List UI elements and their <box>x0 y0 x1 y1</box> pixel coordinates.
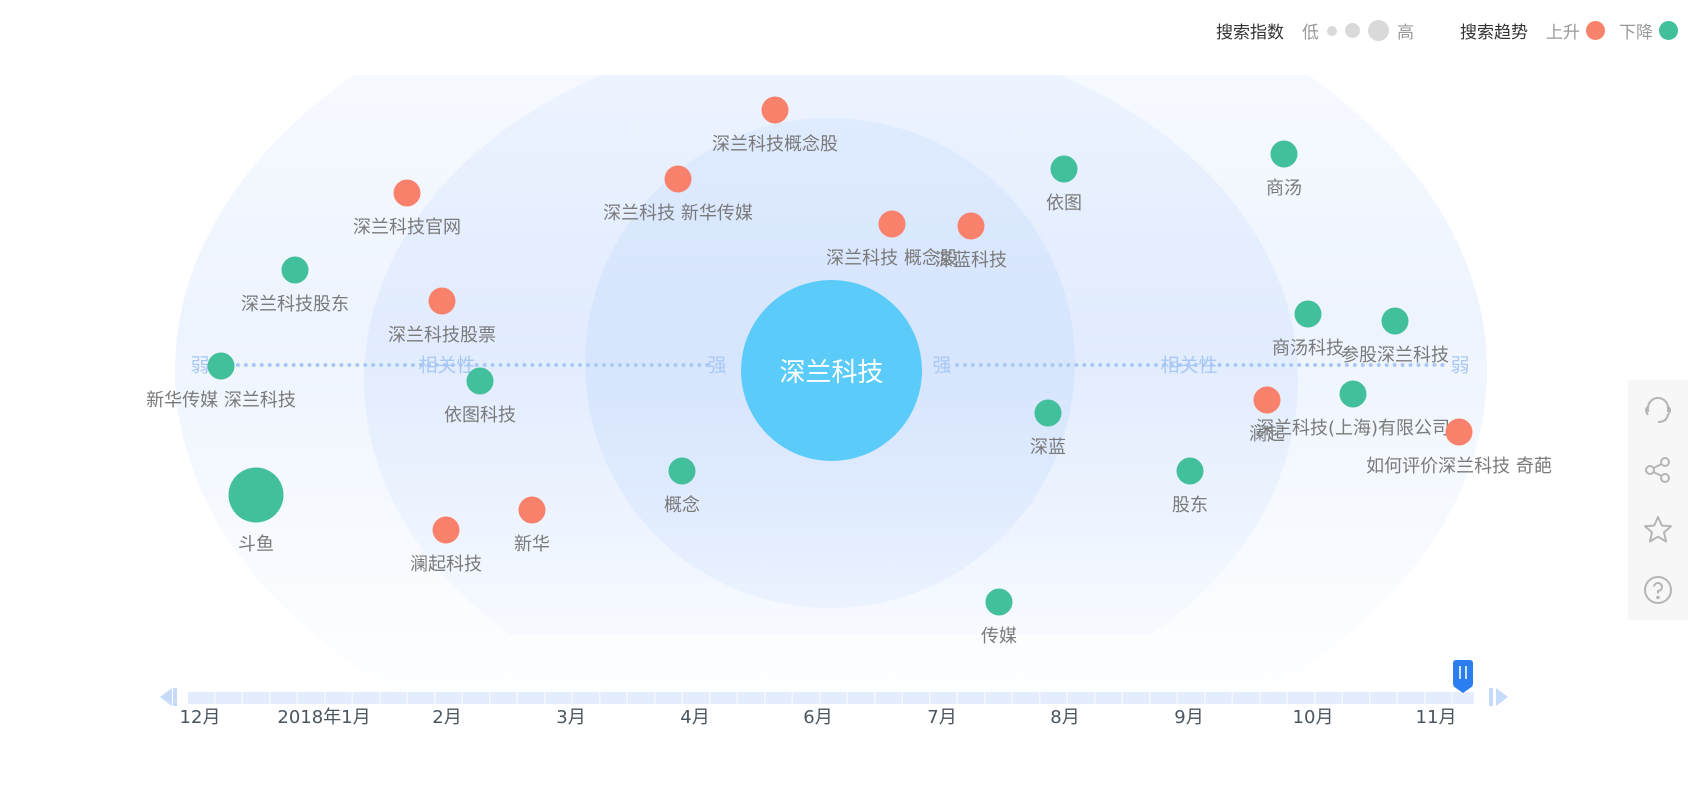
node-label: 深兰科技 新华传媒 <box>603 203 753 224</box>
axis-strong-left: 强 <box>707 354 727 377</box>
node-label: 深兰科技概念股 <box>712 134 838 155</box>
node-keyword[interactable] <box>1270 140 1298 168</box>
timeline-pause-handle[interactable] <box>1453 660 1473 693</box>
high-label: 高 <box>1397 23 1414 43</box>
timeline-label[interactable]: 8月 <box>1050 707 1080 728</box>
node-label: 深兰科技股票 <box>388 325 496 346</box>
node-label: 概念 <box>664 495 700 516</box>
node-keyword[interactable] <box>1294 300 1322 328</box>
node-label: 新华 <box>514 534 550 555</box>
relevance-chart: 弱 相关性 强 强 相关性 弱 深兰科技 深兰科技概念股 深兰科技官网 深兰科技… <box>146 75 1552 700</box>
node-label: 深兰科技(上海)有限公司 <box>1255 418 1451 439</box>
node-keyword[interactable] <box>1034 399 1062 427</box>
node-keyword[interactable] <box>1253 386 1281 414</box>
relevance-axis-left <box>220 363 710 367</box>
timeline-track[interactable] <box>188 692 1474 704</box>
node-label: 新华传媒 深兰科技 <box>146 390 296 411</box>
timeline-label[interactable]: 4月 <box>680 707 710 728</box>
node-label: 传媒 <box>981 626 1017 647</box>
axis-relevance-right: 相关性 <box>1160 354 1218 377</box>
customer-service-button[interactable] <box>1641 393 1675 427</box>
node-label: 深兰科技官网 <box>353 217 461 238</box>
axis-weak-left: 弱 <box>190 354 210 377</box>
node-label: 澜起 <box>1249 424 1285 445</box>
node-keyword[interactable] <box>1176 457 1204 485</box>
axis-relevance-left: 相关性 <box>418 354 476 377</box>
timeline-slider[interactable]: 12月 2018年1月 2月 3月 4月 6月 7月 8月 9月 10月 11月 <box>158 660 1508 728</box>
node-label: 商汤科技 <box>1272 338 1344 359</box>
timeline-label[interactable]: 9月 <box>1174 707 1204 728</box>
search-trend-title: 搜索趋势 <box>1460 23 1528 43</box>
node-label: 依图科技 <box>444 405 516 426</box>
node-keyword[interactable] <box>518 496 546 524</box>
timeline-label[interactable]: 2月 <box>432 707 462 728</box>
rise-label: 上升 <box>1546 23 1580 43</box>
fall-dot-icon <box>1659 21 1678 40</box>
node-keyword[interactable] <box>1445 418 1473 446</box>
timeline-label[interactable]: 2018年1月 <box>277 707 371 728</box>
node-keyword[interactable] <box>432 516 460 544</box>
node-label: 如何评价深兰科技 奇葩 <box>1366 456 1552 477</box>
node-keyword[interactable] <box>1381 307 1409 335</box>
node-label: 深蓝科技 <box>935 250 1007 271</box>
axis-weak-right: 弱 <box>1450 354 1470 377</box>
node-label: 依图 <box>1046 193 1082 214</box>
node-label: 深蓝 <box>1030 437 1066 458</box>
timeline-label[interactable]: 11月 <box>1415 707 1457 728</box>
node-keyword[interactable] <box>393 179 421 207</box>
node-keyword[interactable] <box>1339 380 1367 408</box>
headset-icon <box>1645 397 1671 423</box>
rise-dot-icon <box>1586 21 1605 40</box>
node-keyword[interactable] <box>985 588 1013 616</box>
timeline-label[interactable]: 6月 <box>803 707 833 728</box>
node-label: 澜起科技 <box>410 554 482 575</box>
fall-label: 下降 <box>1619 23 1653 43</box>
node-label: 斗鱼 <box>238 534 274 555</box>
size-dot-medium <box>1345 23 1360 38</box>
timeline-next-icon[interactable] <box>1496 688 1508 706</box>
node-label: 股东 <box>1172 495 1208 516</box>
node-keyword[interactable] <box>878 210 906 238</box>
timeline-label[interactable]: 3月 <box>556 707 586 728</box>
node-label: 商汤 <box>1266 178 1302 199</box>
size-dot-small <box>1327 25 1337 36</box>
node-keyword[interactable] <box>281 256 309 284</box>
node-keyword[interactable] <box>428 287 456 315</box>
search-index-title: 搜索指数 <box>1216 23 1284 43</box>
low-label: 低 <box>1302 23 1319 43</box>
node-keyword[interactable] <box>228 467 284 523</box>
axis-strong-right: 强 <box>932 354 952 377</box>
timeline-prev-icon[interactable] <box>160 688 172 706</box>
floating-toolbar <box>1628 380 1688 620</box>
size-dot-large <box>1368 20 1389 41</box>
relevance-axis-right <box>955 363 1445 367</box>
center-keyword[interactable]: 深兰科技 <box>741 280 922 461</box>
favorite-button[interactable] <box>1641 513 1675 547</box>
node-keyword[interactable] <box>668 457 696 485</box>
share-icon <box>1645 457 1670 483</box>
question-icon <box>1644 576 1672 604</box>
node-keyword[interactable] <box>466 367 494 395</box>
node-keyword[interactable] <box>664 165 692 193</box>
node-label: 参股深兰科技 <box>1341 345 1449 366</box>
node-label: 深兰科技 概念股 <box>826 248 958 269</box>
node-keyword[interactable] <box>1050 155 1078 183</box>
timeline-label[interactable]: 10月 <box>1292 707 1334 728</box>
node-keyword[interactable] <box>957 212 985 240</box>
node-label: 深兰科技股东 <box>241 294 349 315</box>
timeline-label[interactable]: 12月 <box>179 707 221 728</box>
legend: 搜索指数 低 高 搜索趋势 上升 下降 <box>1216 18 1678 43</box>
star-icon <box>1644 516 1672 543</box>
timeline-label[interactable]: 7月 <box>927 707 957 728</box>
share-button[interactable] <box>1641 453 1675 487</box>
node-keyword[interactable] <box>207 352 235 380</box>
node-keyword[interactable] <box>761 96 789 124</box>
help-button[interactable] <box>1641 573 1675 607</box>
